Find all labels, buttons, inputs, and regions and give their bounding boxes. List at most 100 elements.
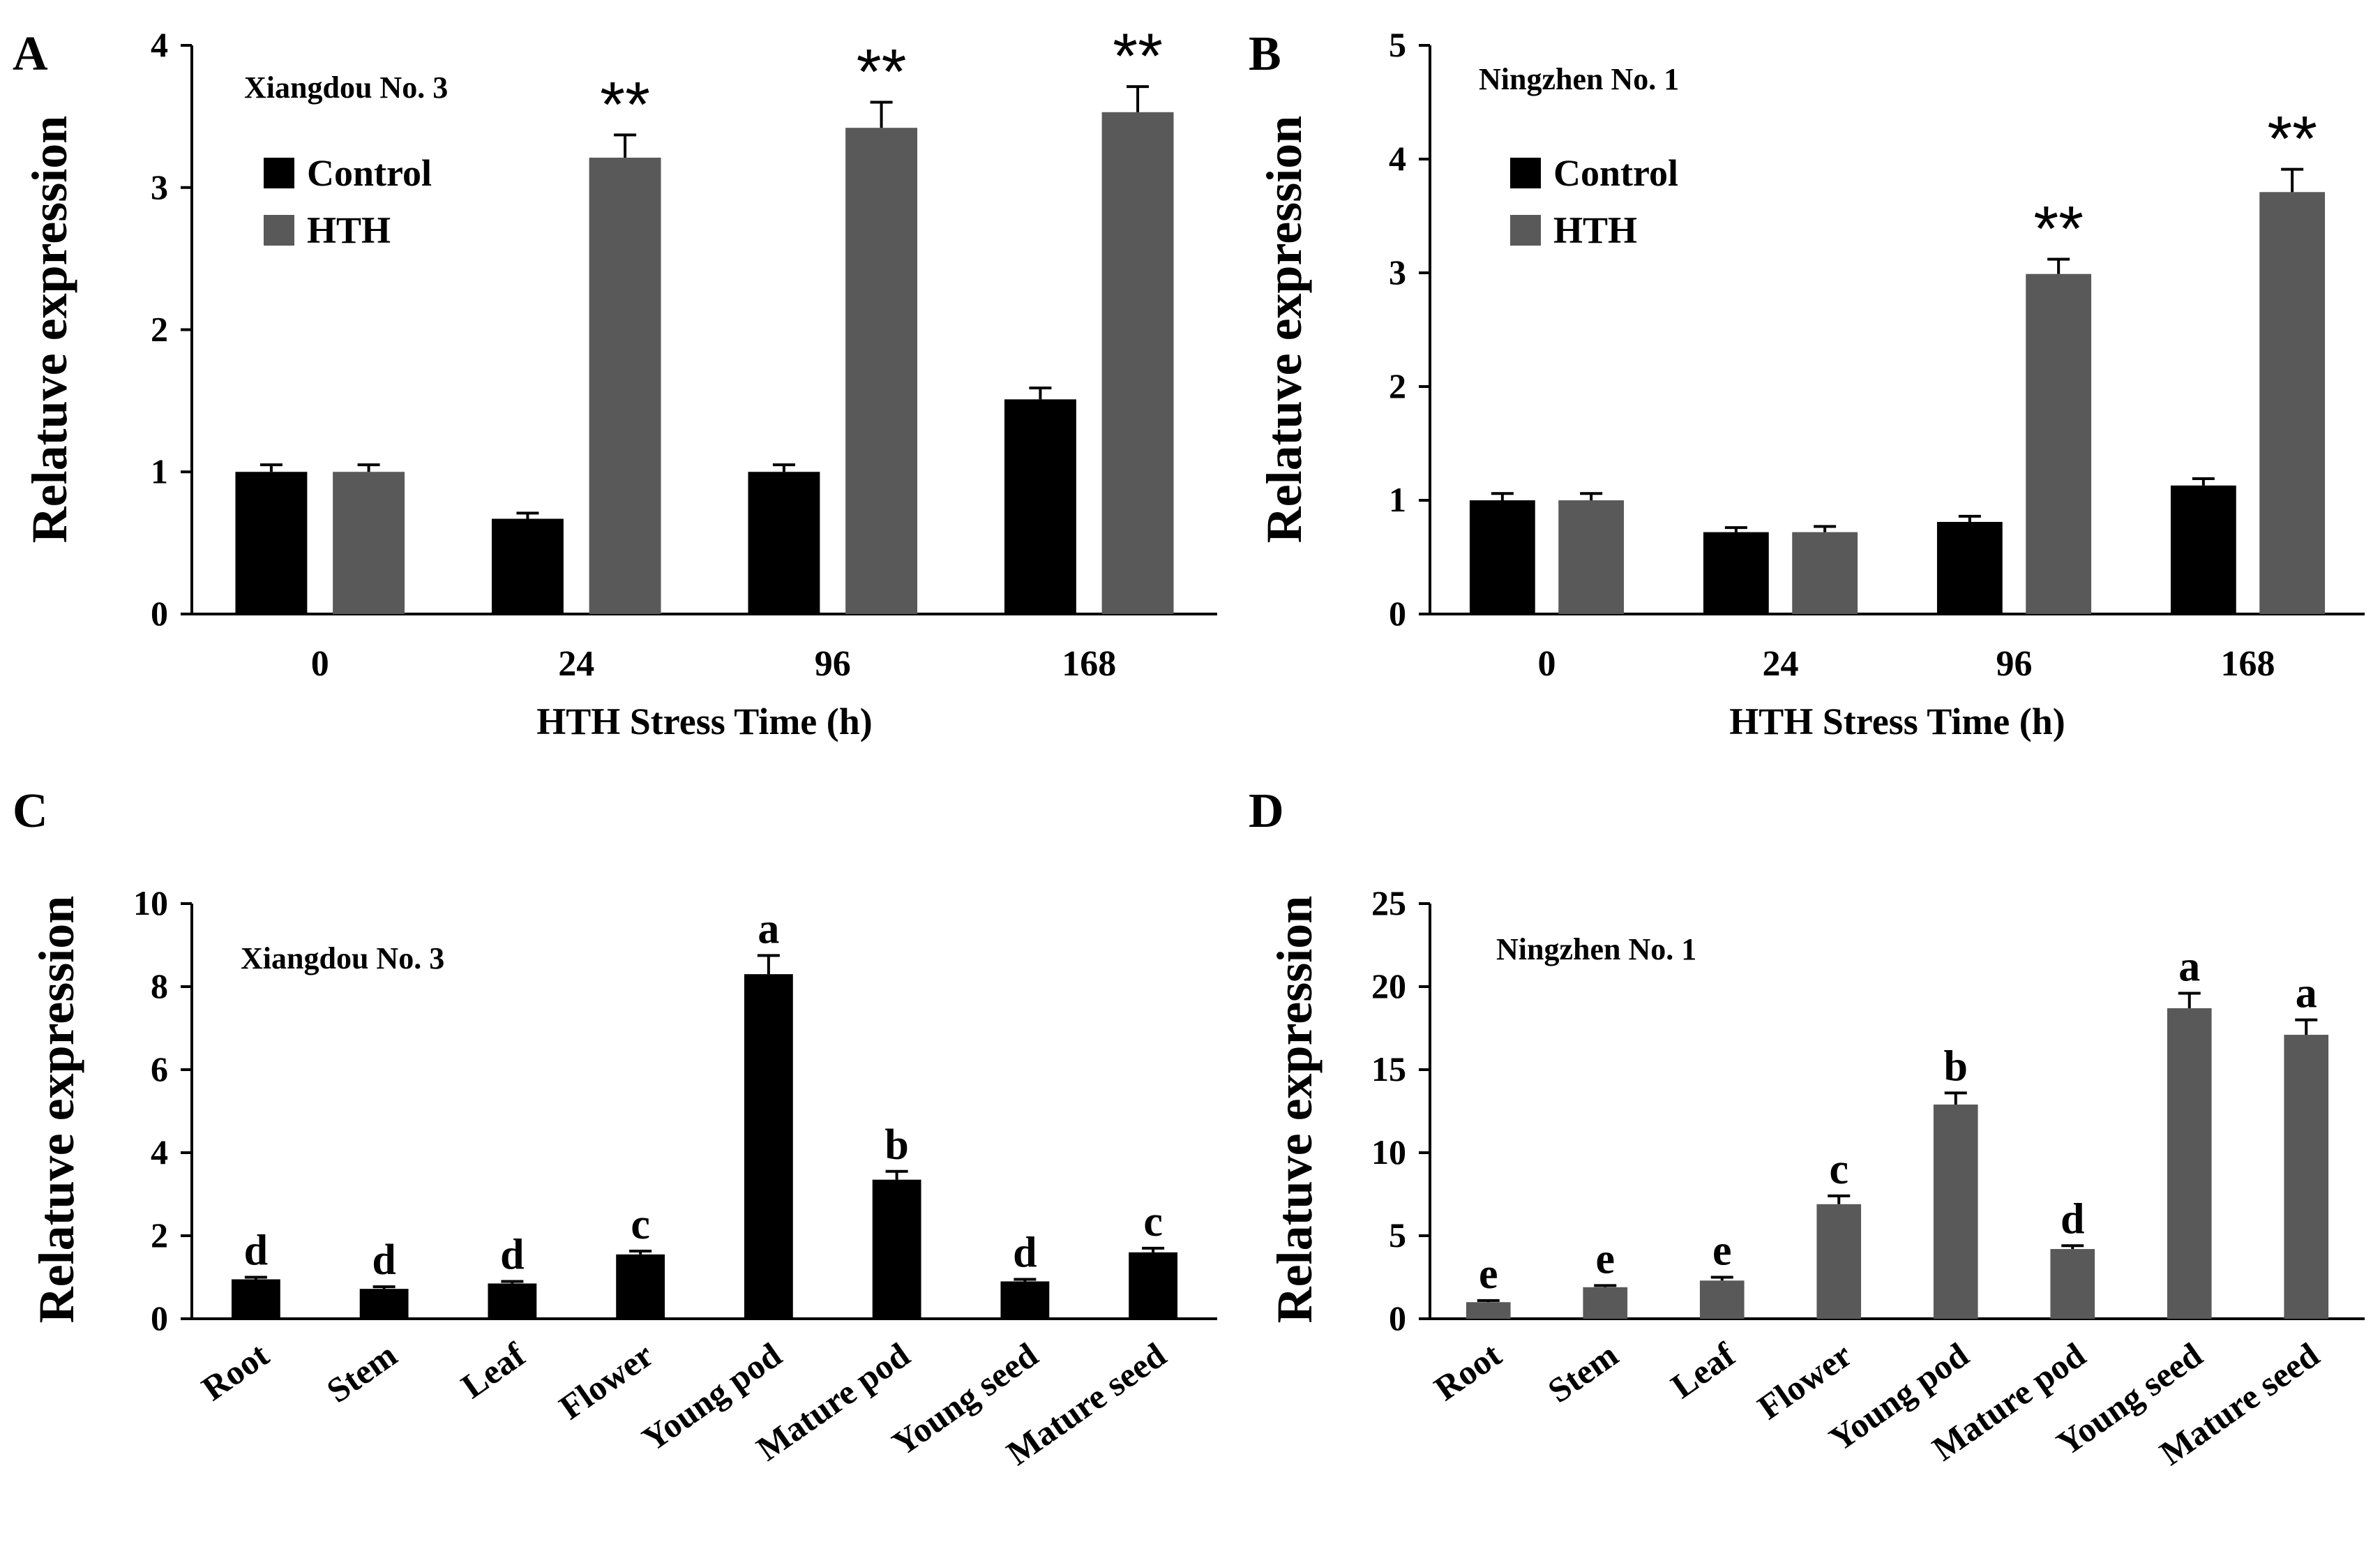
bar-group: d xyxy=(359,1236,409,1319)
legend-label: HTH xyxy=(1553,209,1637,251)
y-tick-label: 0 xyxy=(1389,1299,1406,1338)
bar-group xyxy=(1469,492,1625,614)
group-letter-label: b xyxy=(884,1121,908,1169)
y-tick-label: 15 xyxy=(1371,1049,1406,1089)
chart-panel-b: B 0 1 2 3 4 5 Relatuve expression Ningzhen No. 1… xyxy=(1249,25,2365,742)
group-letter-label: c xyxy=(1143,1198,1163,1245)
bar-group: e xyxy=(1699,1227,1745,1319)
panel-letter: A xyxy=(13,27,48,81)
group-letter-label: d xyxy=(500,1231,524,1278)
y-tick-label: 0 xyxy=(151,1299,168,1338)
bar-group: ** xyxy=(2170,104,2326,614)
bar-group: d xyxy=(1000,1229,1050,1319)
legend-swatch xyxy=(1510,215,1541,246)
panel-letter: C xyxy=(13,784,48,838)
chart-panel-d: D 0 5 10 15 20 25 Relatuve expression Ningzhen N… xyxy=(1249,784,2365,1473)
x-tick-label: Flower xyxy=(552,1335,660,1427)
x-tick-label: Root xyxy=(1427,1335,1509,1408)
y-tick-label: 2 xyxy=(1389,366,1406,405)
y-tick-label: 3 xyxy=(151,167,168,207)
y-tick-label: 6 xyxy=(151,1049,168,1089)
group-letter-label: d xyxy=(244,1227,268,1275)
bar xyxy=(2026,274,2092,614)
bar xyxy=(1703,532,1769,614)
group-letter-label: e xyxy=(1479,1250,1498,1298)
y-tick-label: 20 xyxy=(1371,966,1406,1005)
x-tick-label: Root xyxy=(195,1335,276,1408)
significance-label: ** xyxy=(600,69,650,140)
bar xyxy=(616,1254,665,1319)
bar-group: d xyxy=(2050,1195,2095,1319)
bar xyxy=(235,472,308,614)
group-letter-label: a xyxy=(758,905,779,952)
bar xyxy=(1000,1281,1050,1319)
x-tick-label: 24 xyxy=(558,644,594,684)
bar-group: ** xyxy=(491,69,661,614)
chart-title: Ningzhen No. 1 xyxy=(1479,62,1679,96)
x-tick-label: Stem xyxy=(319,1335,404,1410)
chart-title: Xiangdou No. 3 xyxy=(241,941,444,975)
bar-group: c xyxy=(1129,1198,1178,1319)
panel-letter: B xyxy=(1249,27,1281,81)
bar xyxy=(1699,1280,1745,1319)
group-letter-label: e xyxy=(1595,1235,1615,1282)
x-tick-label: 0 xyxy=(311,644,329,684)
legend-label: Control xyxy=(307,152,432,194)
y-tick-label: 10 xyxy=(133,883,168,922)
chart-panel-a: A 0 1 2 3 4 Relatuve expression Xiangdou No. 3 0… xyxy=(13,21,1217,742)
bar xyxy=(488,1283,537,1319)
group-letter-label: e xyxy=(1712,1227,1732,1275)
y-axis-label: Relatuve expression xyxy=(1256,116,1312,544)
y-tick-label: 0 xyxy=(151,594,168,633)
bar-group: ** xyxy=(748,37,918,615)
bar xyxy=(1129,1252,1178,1319)
bar-group: a xyxy=(2167,943,2212,1319)
y-tick-label: 4 xyxy=(1389,139,1406,178)
group-letter-label: a xyxy=(2296,970,2317,1017)
group-letter-label: d xyxy=(1013,1229,1037,1276)
bar-group: a xyxy=(744,905,793,1319)
bar xyxy=(589,157,661,614)
bar xyxy=(1558,500,1625,614)
y-tick-label: 2 xyxy=(151,310,168,349)
x-tick-label: 168 xyxy=(1062,644,1116,684)
group-letter-label: c xyxy=(631,1201,650,1248)
bar xyxy=(491,518,564,614)
bar xyxy=(1792,532,1858,614)
bar-group: d xyxy=(488,1231,537,1319)
y-tick-label: 3 xyxy=(1389,253,1406,292)
legend: Control HTH xyxy=(264,152,432,251)
bar-group: e xyxy=(1583,1235,1628,1319)
x-tick-label: 96 xyxy=(815,644,851,684)
bar xyxy=(333,472,405,614)
group-letter-label: c xyxy=(1829,1146,1848,1193)
y-tick-label: 4 xyxy=(151,25,168,64)
x-tick-label: Leaf xyxy=(1664,1334,1742,1405)
bar-group: c xyxy=(1816,1146,1862,1319)
x-tick-label: 24 xyxy=(1763,644,1799,684)
chart-title: Xiangdou No. 3 xyxy=(244,70,448,105)
legend-swatch xyxy=(1510,158,1541,188)
y-tick-label: 0 xyxy=(1389,594,1406,633)
bar xyxy=(2170,485,2236,614)
y-tick-label: 1 xyxy=(1389,480,1406,519)
bar xyxy=(1583,1287,1628,1319)
legend-swatch xyxy=(264,158,294,188)
bar xyxy=(1101,112,1174,614)
bar-group xyxy=(1703,525,1858,614)
bar xyxy=(2259,192,2326,614)
x-tick-label: 96 xyxy=(1996,644,2033,684)
bar xyxy=(748,472,820,614)
bar-group: ** xyxy=(1004,21,1174,614)
group-letter-label: a xyxy=(2178,943,2200,991)
bar-group: ** xyxy=(1936,193,2092,614)
bar xyxy=(1933,1104,1978,1319)
bar xyxy=(2167,1008,2212,1319)
y-axis-label: Relatuve expression xyxy=(29,896,84,1324)
y-tick-label: 5 xyxy=(1389,25,1406,64)
y-tick-label: 8 xyxy=(151,966,168,1005)
group-letter-label: d xyxy=(2061,1195,2084,1243)
bar-group: b xyxy=(872,1121,921,1319)
significance-label: ** xyxy=(1113,21,1163,92)
